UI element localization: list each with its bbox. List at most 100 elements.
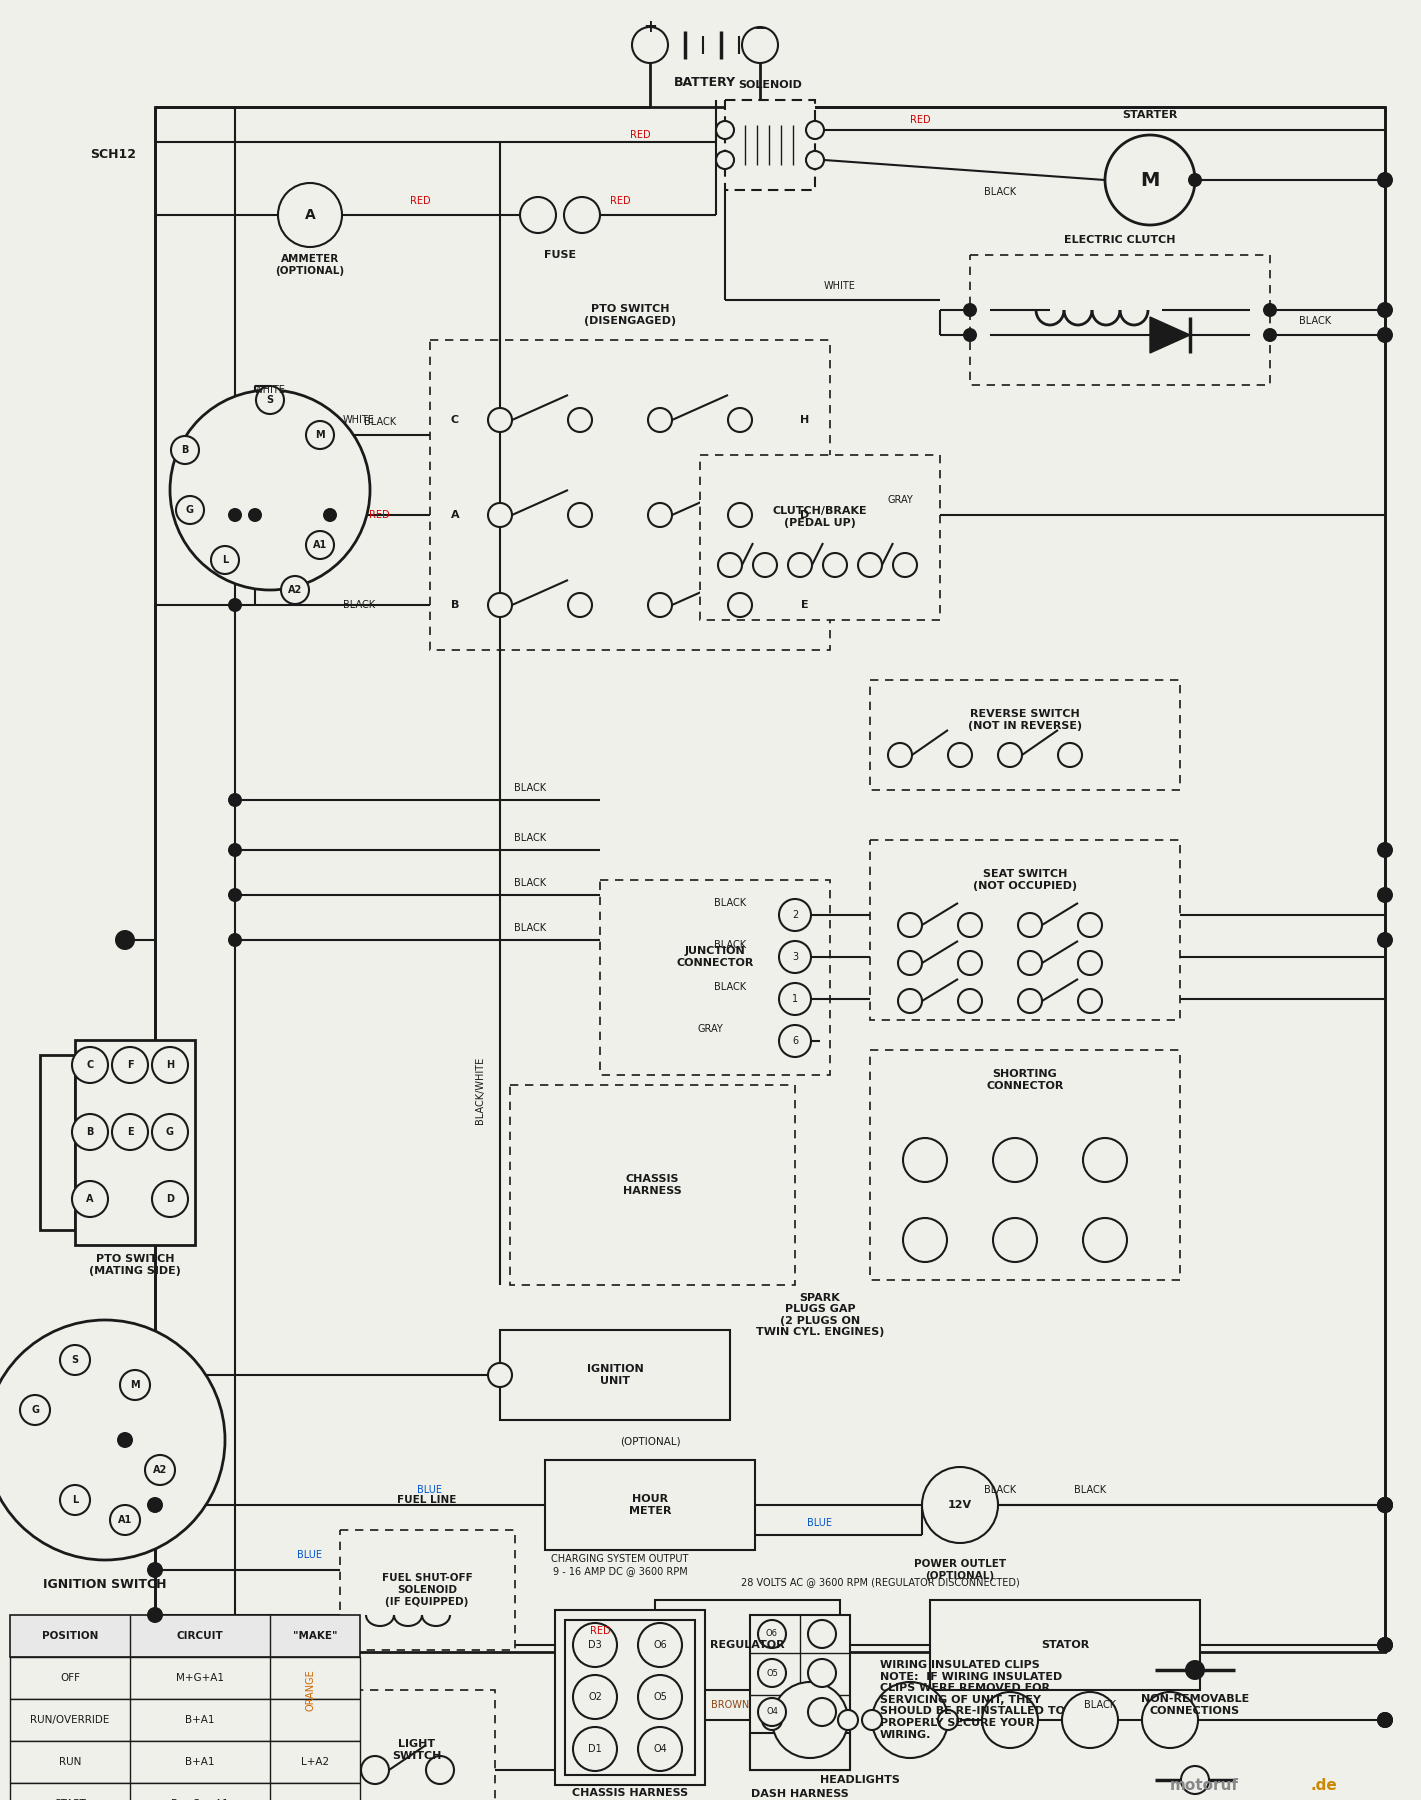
Circle shape [72,1181,108,1217]
Circle shape [958,913,982,938]
Bar [929,1600,1199,1690]
Text: PTO SWITCH
(MATING SIDE): PTO SWITCH (MATING SIDE) [90,1255,180,1276]
Circle shape [898,950,922,976]
Bar [500,1330,730,1420]
Circle shape [1079,913,1103,938]
Bar [725,101,816,191]
Text: RED: RED [409,196,431,205]
Text: FUSE: FUSE [544,250,576,259]
Text: (OPTIONAL): (OPTIONAL) [620,1436,681,1447]
Text: B: B [182,445,189,455]
Circle shape [1377,932,1393,949]
Circle shape [109,1505,141,1535]
Circle shape [176,497,205,524]
Text: BLACK: BLACK [983,187,1016,196]
Text: DASH HARNESS
CONNECTOR: DASH HARNESS CONNECTOR [752,1789,848,1800]
Circle shape [1083,1138,1127,1183]
Text: CHASSIS HARNESS
CONNECTOR
(MATING SIDE): CHASSIS HARNESS CONNECTOR (MATING SIDE) [571,1789,688,1800]
Text: RUN: RUN [58,1757,81,1768]
Text: RUN/OVERRIDE: RUN/OVERRIDE [30,1715,109,1724]
Circle shape [119,1370,151,1400]
Bar [340,1530,514,1651]
Bar [10,1741,360,1784]
Circle shape [568,592,593,617]
Circle shape [648,502,672,527]
Text: STATOR: STATOR [1040,1640,1088,1651]
Circle shape [1181,1766,1209,1795]
Text: M: M [131,1381,139,1390]
Bar [750,1733,850,1769]
Text: −: − [753,18,767,36]
Circle shape [152,1181,188,1217]
Circle shape [112,1114,148,1150]
Text: BLACK: BLACK [514,833,546,842]
Circle shape [998,743,1022,767]
Bar [655,1600,840,1690]
Text: B+A1: B+A1 [185,1715,215,1724]
Text: WHITE: WHITE [824,281,855,292]
Text: BLACK: BLACK [713,940,746,950]
Circle shape [1263,328,1277,342]
Text: C: C [87,1060,94,1069]
Text: L+A2: L+A2 [301,1757,330,1768]
Text: 1: 1 [791,994,799,1004]
Text: B: B [87,1127,94,1138]
Circle shape [1377,1636,1393,1652]
Text: BLUE: BLUE [807,1517,833,1528]
Circle shape [60,1485,90,1516]
Circle shape [809,1620,836,1649]
Circle shape [632,27,668,63]
Text: BLACK: BLACK [514,783,546,794]
Circle shape [958,950,982,976]
Circle shape [728,502,752,527]
Text: M+G+A1: M+G+A1 [176,1672,225,1683]
Circle shape [1017,988,1042,1013]
Circle shape [789,553,811,578]
Text: 12V: 12V [948,1499,972,1510]
Circle shape [838,1710,858,1730]
Circle shape [145,1454,175,1485]
Circle shape [938,1710,958,1730]
Bar [340,1690,495,1800]
Text: BLACK: BLACK [1084,1699,1115,1710]
Bar [40,1055,75,1229]
Text: IGNITION SWITCH: IGNITION SWITCH [43,1579,166,1591]
Circle shape [279,184,342,247]
Circle shape [573,1726,617,1771]
Bar [566,1620,695,1775]
Text: BLACK: BLACK [983,1485,1016,1496]
Text: BLACK: BLACK [514,923,546,932]
Circle shape [757,1620,786,1649]
Text: 3: 3 [791,952,799,961]
Circle shape [1377,302,1393,319]
Circle shape [72,1114,108,1150]
Text: IGNITION
UNIT: IGNITION UNIT [587,1364,644,1386]
Text: O5: O5 [766,1669,777,1678]
Text: ELECTRIC CLUTCH: ELECTRIC CLUTCH [1064,236,1175,245]
Circle shape [1377,328,1393,344]
Circle shape [117,1433,134,1447]
Circle shape [1106,135,1195,225]
Circle shape [1377,173,1393,187]
Text: BLACK: BLACK [1074,1485,1106,1496]
Circle shape [361,1757,389,1784]
Text: WIRING INSULATED CLIPS
NOTE:  IF WIRING INSULATED
CLIPS WERE REMOVED FOR
SERVICI: WIRING INSULATED CLIPS NOTE: IF WIRING I… [880,1660,1064,1739]
Circle shape [115,931,135,950]
Circle shape [993,1219,1037,1262]
Circle shape [648,409,672,432]
Bar [10,1658,360,1699]
Circle shape [256,385,284,414]
Text: SOLENOID: SOLENOID [737,79,801,90]
Circle shape [227,508,242,522]
Circle shape [902,1138,946,1183]
Text: G: G [31,1406,38,1415]
Bar [870,680,1179,790]
Circle shape [888,743,912,767]
Text: RED: RED [610,196,631,205]
Text: E: E [801,599,809,610]
Circle shape [227,842,242,857]
Text: D: D [166,1193,173,1204]
Circle shape [872,1681,948,1759]
Text: GRAY: GRAY [887,495,912,506]
Text: SPARK
PLUGS GAP
(2 PLUGS ON
TWIN CYL. ENGINES): SPARK PLUGS GAP (2 PLUGS ON TWIN CYL. EN… [756,1292,884,1337]
